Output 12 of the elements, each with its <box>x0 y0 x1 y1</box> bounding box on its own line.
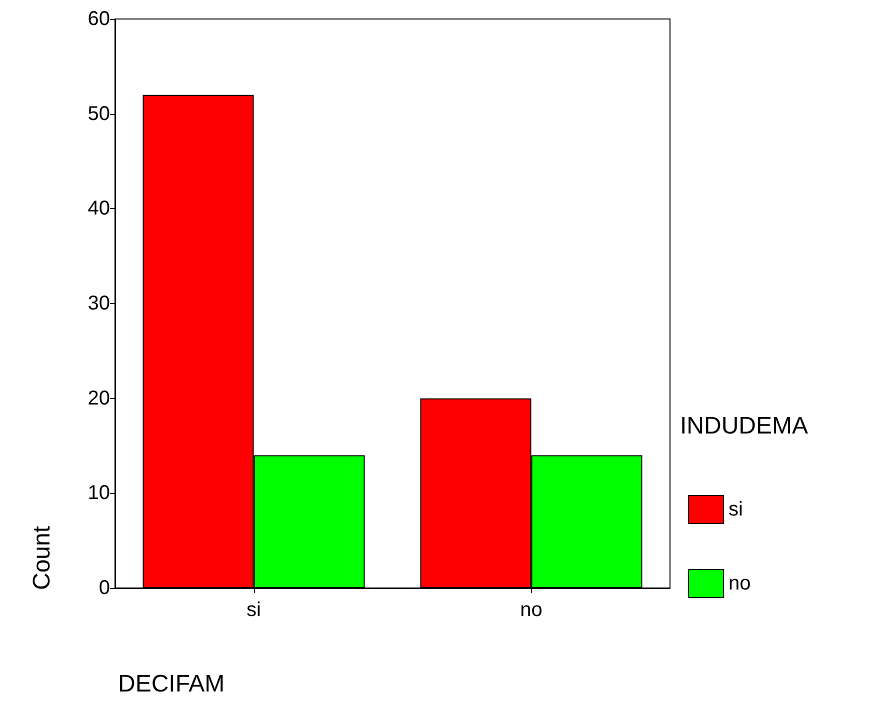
x-axis-title: DECIFAM <box>118 670 225 698</box>
y-tick-label: 40 <box>88 198 110 220</box>
y-tick-label: 10 <box>88 482 110 504</box>
y-tick-label: 50 <box>88 102 110 125</box>
y-tick-label: 20 <box>88 387 110 410</box>
legend-label: no <box>728 572 751 594</box>
y-tick-label: 0 <box>98 577 110 599</box>
y-tick-label: 60 <box>88 8 110 30</box>
y-axis-title: Count <box>28 526 56 590</box>
legend-title: INDUDEMA <box>680 412 808 440</box>
legend-label: si <box>728 498 743 520</box>
y-tick-label: 30 <box>88 292 110 314</box>
